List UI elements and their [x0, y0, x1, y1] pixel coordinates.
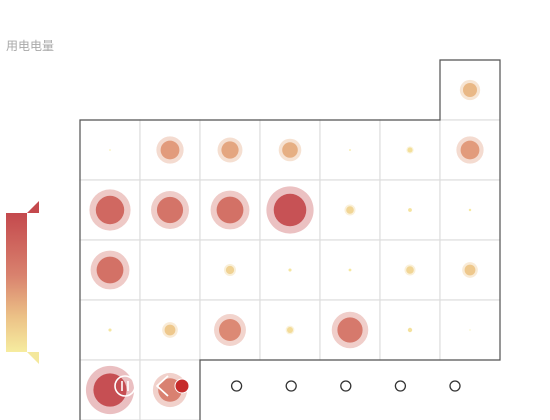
data-point[interactable]: [90, 250, 130, 290]
data-point[interactable]: [109, 149, 111, 151]
grid-cell: [139, 239, 201, 301]
data-point-core[interactable]: [225, 265, 235, 275]
data-point[interactable]: [344, 204, 356, 216]
data-point-core[interactable]: [282, 142, 298, 158]
data-point[interactable]: [214, 314, 246, 346]
data-points: [85, 79, 484, 415]
timeline: [114, 375, 461, 397]
data-point[interactable]: [224, 264, 236, 276]
data-point-core[interactable]: [406, 266, 414, 274]
data-point-core[interactable]: [95, 195, 125, 225]
data-point[interactable]: [349, 149, 351, 151]
data-point-core[interactable]: [108, 328, 112, 332]
data-point[interactable]: [156, 136, 184, 164]
data-point[interactable]: [406, 146, 414, 154]
data-point-core[interactable]: [156, 196, 184, 224]
pause-icon-ring: [114, 375, 136, 397]
data-point[interactable]: [469, 329, 471, 331]
data-point-core[interactable]: [349, 149, 351, 151]
data-point[interactable]: [162, 322, 178, 338]
data-point-core[interactable]: [337, 317, 363, 343]
data-point-core[interactable]: [160, 140, 180, 160]
data-point-core[interactable]: [348, 268, 352, 272]
data-point-core[interactable]: [109, 149, 111, 151]
data-point-core[interactable]: [219, 319, 241, 341]
data-point-core[interactable]: [346, 206, 354, 214]
data-point-core[interactable]: [469, 329, 471, 331]
chevron-left-icon-path: [156, 375, 169, 397]
data-point-core[interactable]: [460, 140, 480, 160]
data-point-core[interactable]: [216, 196, 244, 224]
data-point-core[interactable]: [93, 373, 127, 407]
data-point[interactable]: [217, 137, 243, 163]
data-point[interactable]: [108, 328, 112, 332]
chevron-left-icon[interactable]: [156, 375, 169, 397]
timeline-stop[interactable]: [449, 380, 461, 392]
data-point[interactable]: [331, 311, 369, 349]
data-point-core[interactable]: [463, 83, 477, 97]
data-point-core[interactable]: [164, 324, 176, 336]
data-point[interactable]: [408, 208, 412, 212]
data-point[interactable]: [89, 189, 131, 231]
data-point-core[interactable]: [464, 264, 476, 276]
grid-outline: [79, 59, 501, 420]
data-point[interactable]: [285, 325, 295, 335]
data-point[interactable]: [288, 268, 292, 272]
data-point[interactable]: [456, 136, 484, 164]
timeline-stop[interactable]: [230, 380, 243, 392]
data-point-core[interactable]: [288, 268, 292, 272]
visual-map-handle-bottom[interactable]: [27, 352, 39, 364]
timeline-stop[interactable]: [340, 380, 352, 392]
data-point[interactable]: [407, 327, 413, 333]
data-point[interactable]: [462, 262, 478, 278]
data-point[interactable]: [85, 365, 135, 415]
data-point-core[interactable]: [468, 208, 472, 212]
pause-icon[interactable]: [114, 375, 136, 397]
data-point-core[interactable]: [407, 147, 413, 153]
data-point[interactable]: [404, 264, 416, 276]
data-point-core[interactable]: [96, 256, 124, 284]
data-point[interactable]: [468, 208, 472, 212]
visual-map-handle-top[interactable]: [27, 201, 39, 213]
data-point[interactable]: [266, 186, 314, 234]
data-point-core[interactable]: [407, 327, 413, 333]
data-point[interactable]: [348, 268, 352, 272]
data-point[interactable]: [278, 138, 302, 162]
timeline-stop[interactable]: [285, 380, 297, 392]
data-point-core[interactable]: [273, 193, 307, 227]
chart-title: 用电电量: [6, 39, 55, 53]
data-point-core[interactable]: [408, 208, 412, 212]
data-point[interactable]: [151, 191, 189, 229]
grid-cell: [439, 119, 501, 181]
data-point[interactable]: [459, 79, 481, 101]
data-point[interactable]: [210, 190, 250, 230]
grid-cells: [79, 59, 501, 420]
grid-cell: [199, 299, 261, 361]
timeline-current-stop[interactable]: [174, 378, 190, 394]
data-point-core[interactable]: [287, 327, 293, 333]
visual-map-color-bar[interactable]: [6, 213, 27, 352]
data-point-core[interactable]: [221, 141, 239, 159]
timeline-stop[interactable]: [394, 380, 407, 392]
